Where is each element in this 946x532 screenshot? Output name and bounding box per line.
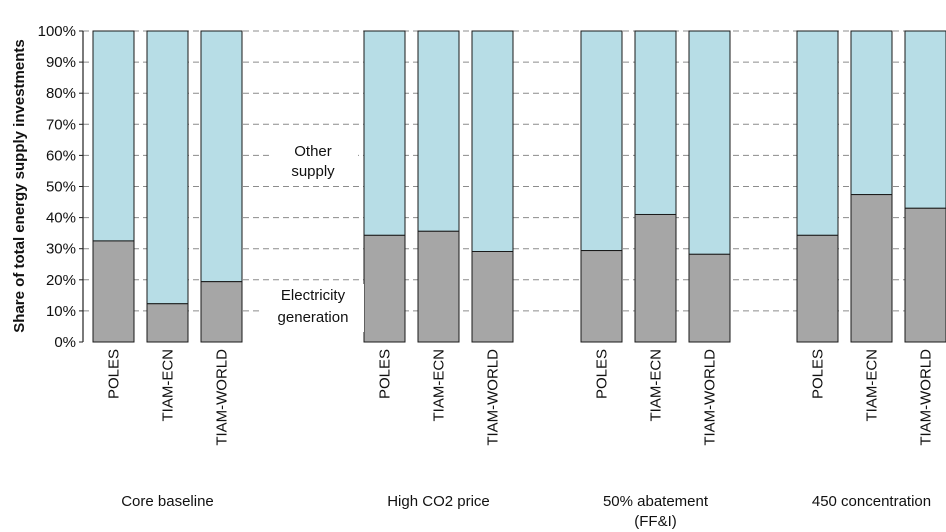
bars — [92, 30, 946, 343]
y-tick-label: 100% — [38, 23, 76, 40]
model-label: TIAM-WORLD — [485, 349, 502, 446]
bar-other-supply — [471, 30, 514, 252]
y-tick-label: 50% — [46, 179, 76, 196]
bar-electricity-generation — [796, 234, 839, 343]
scenario-label: High CO2 price — [387, 493, 490, 510]
y-tick-label: 90% — [46, 54, 76, 71]
model-label: TIAM-WORLD — [702, 349, 719, 446]
bar-electricity-generation — [471, 250, 514, 343]
bar-electricity-generation — [850, 194, 893, 343]
bar-electricity-generation — [634, 213, 677, 343]
series-annotations: Other supply Electricity generation — [262, 140, 364, 332]
y-tick-label: 30% — [46, 241, 76, 258]
y-axis: 0% 10% 20% 30% 40% 50% 60% 70% 80% 90% 100% — [38, 23, 84, 351]
y-tick-label: 80% — [46, 85, 76, 102]
model-label: TIAM-ECN — [431, 349, 448, 422]
y-tick-label: 10% — [46, 303, 76, 320]
model-label: TIAM-WORLD — [214, 349, 231, 446]
bar-other-supply — [688, 30, 731, 255]
scenario-label: 50% abatement (FF&I) — [603, 493, 709, 530]
other-supply-label: Other supply — [291, 143, 335, 180]
bar-other-supply — [634, 30, 677, 215]
model-label: TIAM-ECN — [160, 349, 177, 422]
bar-electricity-generation — [200, 281, 243, 343]
bar-electricity-generation — [146, 303, 189, 343]
model-label: POLES — [594, 349, 611, 399]
scenario-label: 450 concentration — [812, 493, 931, 510]
model-label: TIAM-WORLD — [918, 349, 935, 446]
model-label: POLES — [106, 349, 123, 399]
y-tick-label: 40% — [46, 210, 76, 227]
bar-electricity-generation — [363, 234, 406, 343]
bar-electricity-generation — [580, 250, 623, 343]
bar-other-supply — [200, 30, 243, 283]
y-tick-label: 70% — [46, 116, 76, 133]
bar-electricity-generation — [417, 230, 460, 343]
model-label: POLES — [810, 349, 827, 399]
model-label: POLES — [377, 349, 394, 399]
bar-other-supply — [92, 30, 135, 242]
bar-other-supply — [904, 30, 946, 209]
x-axis-labels: POLES TIAM-ECN TIAM-WORLD Core baseline POLE… — [106, 349, 935, 530]
bar-other-supply — [363, 30, 406, 236]
bar-electricity-generation — [688, 253, 731, 343]
bar-electricity-generation — [92, 240, 135, 343]
bar-other-supply — [796, 30, 839, 236]
y-tick-label: 20% — [46, 272, 76, 289]
model-label: TIAM-ECN — [864, 349, 881, 422]
scenario-label: Core baseline — [121, 493, 214, 510]
y-tick-label: 60% — [46, 147, 76, 164]
bar-other-supply — [146, 30, 189, 305]
y-tick-label: 0% — [54, 334, 76, 351]
bar-electricity-generation — [904, 207, 946, 343]
electricity-generation-label: Electricity generation — [278, 287, 349, 326]
model-label: TIAM-ECN — [648, 349, 665, 422]
bar-other-supply — [850, 30, 893, 196]
bar-other-supply — [580, 30, 623, 252]
bar-other-supply — [417, 30, 460, 232]
y-axis-title: Share of total energy supply investments — [11, 39, 28, 332]
